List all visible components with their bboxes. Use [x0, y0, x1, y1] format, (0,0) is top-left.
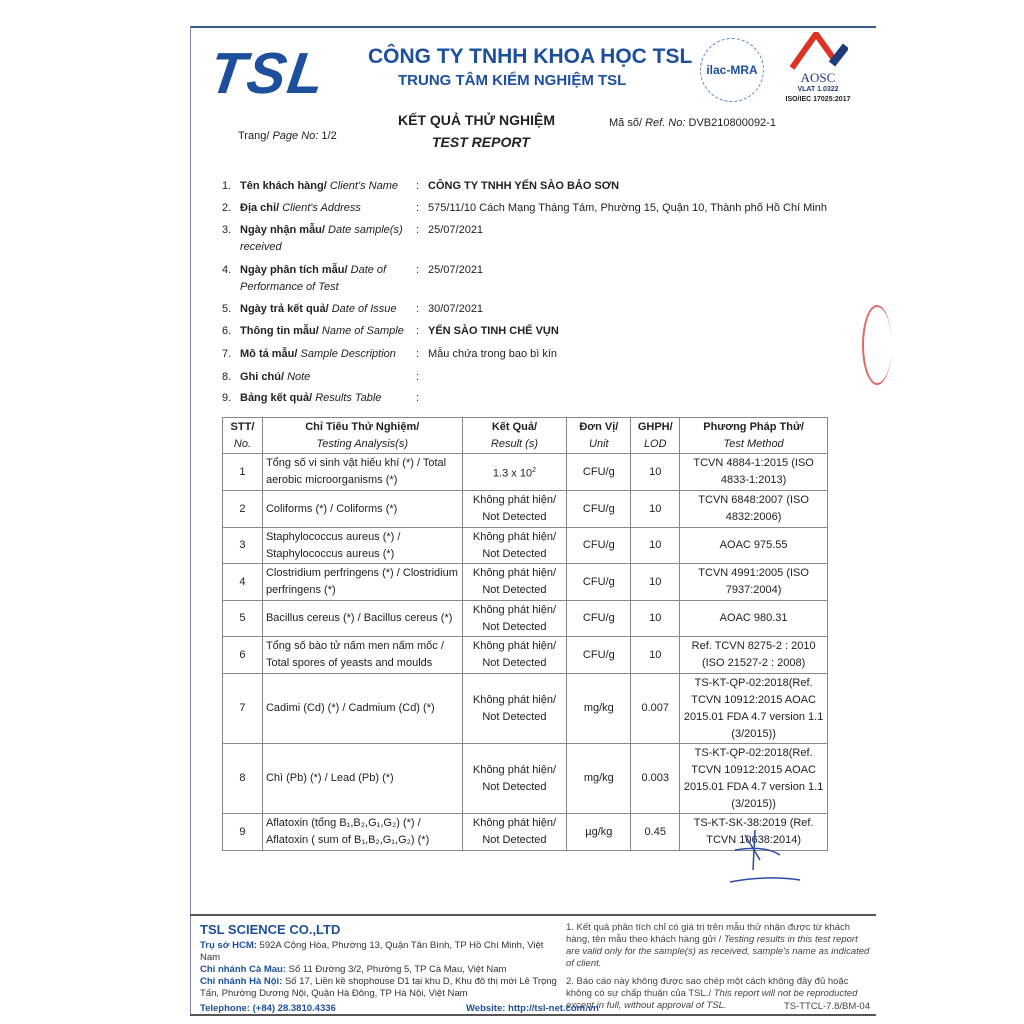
cell-method: TS-KT-SK-38:2019 (Ref. TCVN 10638:2014)	[679, 813, 828, 851]
cell-result: Không phát hiện/ Not Detected	[461, 527, 568, 564]
left-border	[190, 26, 191, 1016]
footer-notes: 1. Kết quả phân tích chỉ có giá trị trên…	[566, 922, 870, 1011]
signature	[725, 820, 805, 895]
cell-lod: 10	[630, 453, 681, 491]
table-row: 5 Bacillus cereus (*) / Bacillus cereus (…	[222, 600, 828, 637]
cell-result: Không phát hiện/ Not Detected	[461, 600, 568, 637]
cell-unit: CFU/g	[566, 636, 632, 674]
cell-unit: CFU/g	[566, 527, 632, 564]
cell-analysis: Tổng số bào tử nấm men nấm mốc / Total s…	[261, 636, 463, 674]
cell-analysis: Aflatoxin (tổng B₁,B₂,G₁,G₂) (*) / Aflat…	[261, 813, 463, 851]
table-row: 4 Clostridium perfringens (*) / Clostridi…	[222, 563, 828, 601]
cell-result: Không phát hiện/ Not Detected	[461, 490, 568, 528]
iso-code: ISO/IEC 17025:2017	[785, 96, 851, 103]
cell-lod: 0.45	[630, 813, 681, 851]
cell-no: 7	[222, 673, 263, 744]
cell-unit: mg/kg	[566, 743, 632, 814]
cell-unit: mg/kg	[566, 673, 632, 744]
col-unit: Đơn Vị/Unit	[566, 417, 632, 454]
cell-no: 1	[222, 453, 263, 491]
page-number: Trang/ Page No: 1/2	[238, 130, 337, 142]
footer: TSL SCIENCE CO.,LTD Trụ sở HCM: 592A Cộn…	[190, 914, 876, 1016]
table-header: STT/No. Chỉ Tiêu Thử Nghiệm/Testing Anal…	[222, 417, 828, 454]
cell-no: 4	[222, 563, 263, 601]
table-row: 1 Tổng số vi sinh vật hiếu khí (*) / Tota…	[222, 453, 828, 491]
cell-result: Không phát hiện/ Not Detected	[461, 636, 568, 674]
col-lod: GHPH/LOD	[630, 417, 681, 454]
col-method: Phương Pháp Thử/Test Method	[679, 417, 828, 454]
cell-analysis: Bacillus cereus (*) / Bacillus cereus (*…	[261, 600, 463, 637]
form-code: TS-TTCL-7.8/BM-04	[783, 1001, 870, 1012]
cell-no: 9	[222, 813, 263, 851]
cell-lod: 10	[630, 600, 681, 637]
aosc-logo: AOSC VLAT 1.0322 ISO/IEC 17025:2017	[780, 32, 856, 103]
cell-unit: CFU/g	[566, 563, 632, 601]
cell-no: 3	[222, 527, 263, 564]
table-row: 6 Tổng số bào tử nấm men nấm mốc / Total …	[222, 636, 828, 674]
cell-result: 1.3 x 102	[461, 453, 568, 491]
footer-addresses: Trụ sở HCM: 592A Cộng Hòa, Phường 13, Qu…	[200, 940, 557, 999]
cell-lod: 10	[630, 636, 681, 674]
aosc-mark-icon	[789, 32, 848, 70]
cell-lod: 0.007	[630, 673, 681, 744]
ilac-mra-logo: ilac-MRA	[700, 38, 764, 102]
cell-result: Không phát hiện/ Not Detected	[461, 743, 568, 814]
cell-method: TS-KT-QP-02:2018(Ref. TCVN 10912:2015 AO…	[679, 673, 828, 744]
table-row: 9 Aflatoxin (tổng B₁,B₂,G₁,G₂) (*) / Afla…	[222, 813, 828, 851]
cell-method: TCVN 4991:2005 (ISO 7937:2004)	[679, 563, 828, 601]
cell-result: Không phát hiện/ Not Detected	[461, 813, 568, 851]
cell-lod: 10	[630, 527, 681, 564]
center-name: TRUNG TÂM KIỂM NGHIỆM TSL	[398, 72, 627, 89]
tsl-logo: TSL	[205, 41, 331, 106]
cell-result: Không phát hiện/ Not Detected	[461, 563, 568, 601]
cell-method: TCVN 6848:2007 (ISO 4832:2006)	[679, 490, 828, 528]
cell-lod: 10	[630, 563, 681, 601]
cell-analysis: Cadimi (Cd) (*) / Cadmium (Cd) (*)	[261, 673, 463, 744]
cell-no: 6	[222, 636, 263, 674]
vlat-code: VLAT 1.0322	[797, 86, 839, 93]
cell-result: Không phát hiện/ Not Detected	[461, 673, 568, 744]
cell-lod: 10	[630, 490, 681, 528]
report-title-en: TEST REPORT	[432, 134, 530, 150]
footer-telephone: Telephone: (+84) 28.3810.4336	[200, 1003, 336, 1014]
cell-no: 5	[222, 600, 263, 637]
col-result: Kết Quả/Result (s)	[461, 417, 568, 454]
table-row: 8 Chì (Pb) (*) / Lead (Pb) (*) Không phát …	[222, 743, 828, 814]
cell-analysis: Chì (Pb) (*) / Lead (Pb) (*)	[261, 743, 463, 814]
col-analysis: Chỉ Tiêu Thử Nghiệm/Testing Analysis(s)	[261, 417, 463, 454]
top-border	[190, 26, 876, 28]
col-no: STT/No.	[222, 417, 263, 454]
report-title-vi: KẾT QUẢ THỬ NGHIỆM	[398, 112, 556, 128]
cell-method: Ref. TCVN 8275-2 : 2010 (ISO 21527-2 : 2…	[679, 636, 828, 674]
cell-no: 2	[222, 490, 263, 528]
stamp	[862, 305, 892, 385]
cell-analysis: Clostridium perfringens (*) / Clostridiu…	[261, 563, 463, 601]
ref-number: Mã số/ Ref. No: DVB210800092-1	[609, 117, 776, 129]
cell-unit: µg/kg	[566, 813, 632, 851]
cell-unit: CFU/g	[566, 490, 632, 528]
cell-unit: CFU/g	[566, 600, 632, 637]
table-row: 7 Cadimi (Cd) (*) / Cadmium (Cd) (*) Không…	[222, 673, 828, 744]
cell-analysis: Staphylococcus aureus (*) / Staphylococc…	[261, 527, 463, 564]
footer-company: TSL SCIENCE CO.,LTD	[200, 922, 341, 937]
table-row: 3 Staphylococcus aureus (*) / Staphylococ…	[222, 527, 828, 564]
cell-method: AOAC 980.31	[679, 600, 828, 637]
cell-unit: CFU/g	[566, 453, 632, 491]
cell-lod: 0.003	[630, 743, 681, 814]
cell-analysis: Tổng số vi sinh vật hiếu khí (*) / Total…	[261, 453, 463, 491]
cell-no: 8	[222, 743, 263, 814]
cell-analysis: Coliforms (*) / Coliforms (*)	[261, 490, 463, 528]
results-table: STT/No. Chỉ Tiêu Thử Nghiệm/Testing Anal…	[222, 417, 828, 851]
footer-website[interactable]: Website: http://tsl-net.com.vn	[466, 1003, 599, 1014]
cell-method: AOAC 975.55	[679, 527, 828, 564]
company-name: CÔNG TY TNHH KHOA HỌC TSL	[368, 45, 693, 68]
cell-method: TCVN 4884-1:2015 (ISO 4833-1:2013)	[679, 453, 828, 491]
aosc-text: AOSC	[800, 70, 836, 85]
table-row: 2 Coliforms (*) / Coliforms (*) Không phát…	[222, 490, 828, 528]
cell-method: TS-KT-QP-02:2018(Ref. TCVN 10912:2015 AO…	[679, 743, 828, 814]
